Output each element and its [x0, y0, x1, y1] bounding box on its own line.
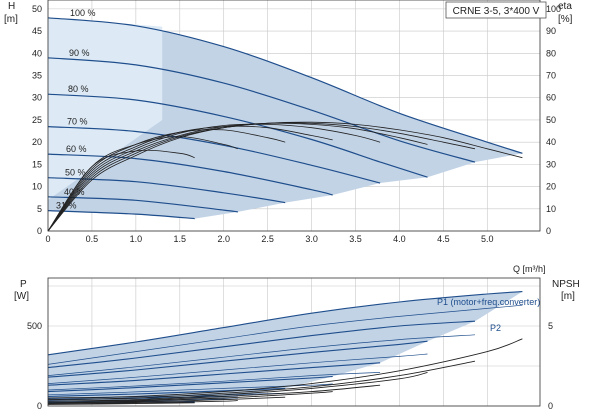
operating-region [48, 17, 523, 405]
h-tick-label: 20 [32, 137, 42, 147]
h-tick-label: 30 [32, 93, 42, 103]
right-axis-unit: [%] [558, 14, 573, 25]
npsh-curve [47, 399, 238, 405]
x-tick-label: 4.5 [437, 234, 450, 244]
left-axis-unit: [m] [4, 14, 18, 25]
power-axis-unit: [W] [14, 291, 29, 302]
eta-tick-label: 30 [546, 159, 556, 169]
left-axis-label: H [8, 1, 15, 12]
x-tick-label: 2.5 [261, 234, 274, 244]
head-curve [47, 196, 238, 213]
h-tick-label: 40 [32, 48, 42, 58]
x-tick-label: 3.5 [349, 234, 362, 244]
npsh-curve [47, 402, 195, 405]
p1-power-curve [47, 320, 476, 369]
eta-tick-label: 60 [546, 93, 556, 103]
speed-label: 31 % [56, 201, 77, 211]
x-axis-label: Q [m³/h] [513, 264, 546, 274]
npsh-curve [47, 384, 381, 402]
x-tick-label: 1.5 [174, 234, 187, 244]
h-tick-label: 35 [32, 71, 42, 81]
operating-region-light [48, 17, 163, 200]
speed-label: 80 % [68, 84, 89, 94]
efficiency-curve [47, 125, 333, 232]
p1-power-curve [47, 340, 428, 378]
speed-label: 40 % [64, 187, 85, 197]
h-tick-label: 5 [37, 204, 42, 214]
npsh-axis-label: NPSH [552, 279, 580, 290]
speed-label: 50 % [65, 168, 86, 178]
head-curve [47, 153, 333, 196]
right-axis-label: eta [558, 1, 572, 12]
eta-tick-label: 90 [546, 26, 556, 36]
curve-layer: 100 % 90 % 80 % 70 % 60 % 50 % 40 % 31 % [47, 8, 523, 405]
efficiency-curve [47, 149, 195, 232]
eta-tick-label: 20 [546, 182, 556, 192]
head-curve [47, 57, 476, 163]
p2-power-curve [47, 304, 523, 365]
eta-tick-label: 40 [546, 137, 556, 147]
head-curve [47, 126, 381, 184]
title-box [445, 1, 547, 19]
p1-power-curve [47, 375, 333, 393]
h-tick-label: 10 [32, 182, 42, 192]
eta-tick-label: 70 [546, 71, 556, 81]
npsh-tick-label: 5 [548, 321, 553, 331]
eta-tick-label: 10 [546, 204, 556, 214]
p2-series-label: P2 [490, 323, 501, 333]
x-tick-label: 0.5 [86, 234, 99, 244]
x-tick-label: 0 [45, 234, 50, 244]
p2-power-curve [47, 334, 476, 376]
speed-label: 100 % [70, 8, 96, 18]
h-tick-label: 15 [32, 159, 42, 169]
h-tick-label: 0 [37, 226, 42, 236]
eta-tick-label: 50 [546, 115, 556, 125]
eta-tick-label: 100 [546, 4, 561, 14]
bottom-plot-frame [47, 277, 541, 407]
npsh-curve [47, 396, 286, 404]
npsh-axis-unit: [m] [561, 291, 575, 302]
top-plot-frame [47, 0, 541, 232]
x-tick-label: 2.0 [217, 234, 230, 244]
x-tick-label: 4.0 [393, 234, 406, 244]
npsh-curve [47, 391, 333, 404]
h-tick-label: 45 [32, 26, 42, 36]
power-axis-label: P [20, 279, 27, 290]
p2-power-curve [47, 372, 381, 391]
h-tick-label: 50 [32, 4, 42, 14]
power-region [48, 291, 523, 405]
speed-label: 70 % [67, 117, 88, 127]
x-tick-label: 5.0 [481, 234, 494, 244]
p1-power-curve [47, 291, 523, 356]
eta-tick-label: 0 [546, 226, 551, 236]
h-tick-label: 25 [32, 115, 42, 125]
power-tick-label: 0 [37, 401, 42, 411]
axis-layer: 0 0.5 1.0 1.5 2.0 2.5 3.0 3.5 4.0 4.5 5.0 0 5 10 15 20 2… [27, 0, 561, 411]
chart-title: CRNE 3-5, 3*400 V [453, 6, 540, 17]
x-tick-label: 1.0 [130, 234, 143, 244]
efficiency-curve [47, 123, 381, 232]
npsh-curve [47, 360, 476, 401]
npsh-tick-label: 0 [548, 401, 553, 411]
speed-label: 60 % [66, 144, 87, 154]
p2-power-curve [47, 383, 333, 396]
npsh-curve [47, 338, 523, 399]
p1-power-curve [47, 362, 381, 386]
npsh-curve [47, 371, 428, 402]
efficiency-curve [47, 129, 286, 232]
operating-region-dark [48, 17, 523, 219]
x-tick-label: 3.0 [305, 234, 318, 244]
power-tick-label: 500 [27, 321, 42, 331]
p2-power-curve [47, 353, 428, 384]
head-curve [47, 17, 523, 154]
head-curve [47, 210, 195, 220]
efficiency-curve [47, 121, 523, 232]
speed-label: 90 % [69, 48, 90, 58]
p1-series-label: P1 (motor+freq.converter) [437, 297, 540, 307]
eta-tick-label: 80 [546, 48, 556, 58]
